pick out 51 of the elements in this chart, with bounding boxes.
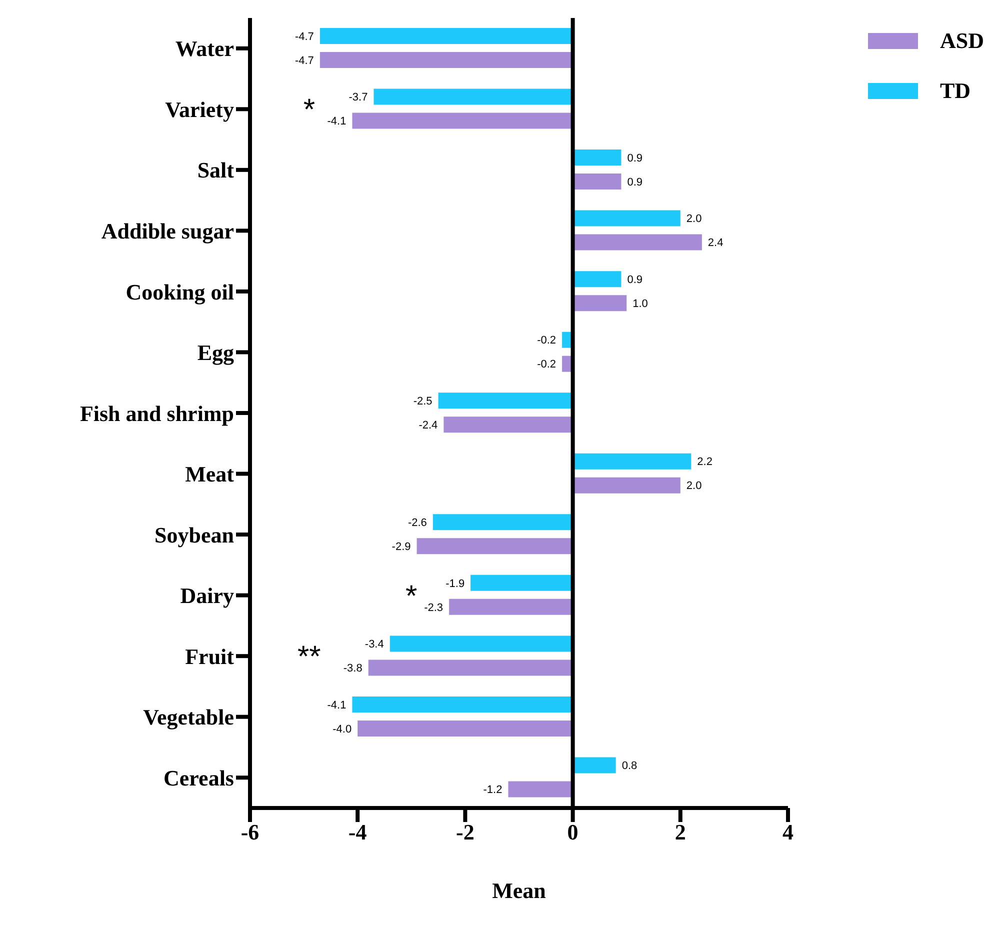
data-label: 0.9 <box>627 152 643 164</box>
x-tick-label: -4 <box>348 820 367 845</box>
y-tick-label: Meat <box>185 462 235 487</box>
data-label: -1.2 <box>483 784 502 796</box>
y-tick-label: Cooking oil <box>126 279 234 304</box>
legend-label: TD <box>940 78 971 104</box>
y-tick-label: Salt <box>197 158 235 183</box>
data-label: 2.4 <box>708 237 724 250</box>
x-tick-label: 4 <box>782 820 794 845</box>
y-tick-label: Soybean <box>154 522 234 548</box>
data-label: -4.7 <box>294 30 314 43</box>
data-label: 0.9 <box>627 176 643 188</box>
y-tick-label: Egg <box>197 340 234 366</box>
data-label: -0.2 <box>537 334 556 347</box>
x-tick-label: -6 <box>240 820 260 845</box>
data-label: -0.2 <box>537 358 556 371</box>
x-axis-title: Mean <box>492 878 546 903</box>
y-tick-label: Fruit <box>185 644 235 669</box>
y-tick-label: Water <box>175 36 234 62</box>
data-label: 2.0 <box>686 480 702 492</box>
data-label: -3.4 <box>364 638 384 651</box>
data-label: 2.0 <box>686 213 702 226</box>
data-label: -2.3 <box>424 602 444 614</box>
data-label: -1.9 <box>446 578 465 590</box>
data-label: -2.4 <box>418 419 438 432</box>
y-tick-label: Fish and shrimp <box>80 400 234 426</box>
y-tick-label: Dairy <box>180 583 234 608</box>
x-tick-label: -2 <box>456 820 474 845</box>
annotation: * <box>406 580 418 613</box>
data-label: -4.7 <box>294 54 314 67</box>
x-tick-label: 0 <box>567 820 578 845</box>
data-label: -2.5 <box>413 395 432 408</box>
data-label: 1.0 <box>632 298 648 310</box>
y-tick-label: Cereals <box>164 765 234 790</box>
data-label: 2.2 <box>697 456 712 468</box>
data-label: -4.1 <box>327 699 346 712</box>
data-label: -3.7 <box>348 92 368 104</box>
data-label: -3.8 <box>343 662 362 675</box>
data-label: 0.8 <box>622 760 638 772</box>
y-tick-label: Variety <box>165 96 234 122</box>
y-tick-label: Addible sugar <box>101 218 234 244</box>
annotation: * <box>303 94 316 127</box>
x-tick-label: 2 <box>674 820 686 845</box>
data-label: -2.9 <box>392 541 411 554</box>
data-label: -4.1 <box>327 116 346 128</box>
legend-label: ASD <box>940 28 984 54</box>
data-label: 0.9 <box>627 274 643 286</box>
annotation: ** <box>298 640 322 674</box>
data-label: -4.0 <box>332 723 352 736</box>
y-tick-label: Vegetable <box>143 704 234 730</box>
data-label: -2.6 <box>408 517 427 530</box>
